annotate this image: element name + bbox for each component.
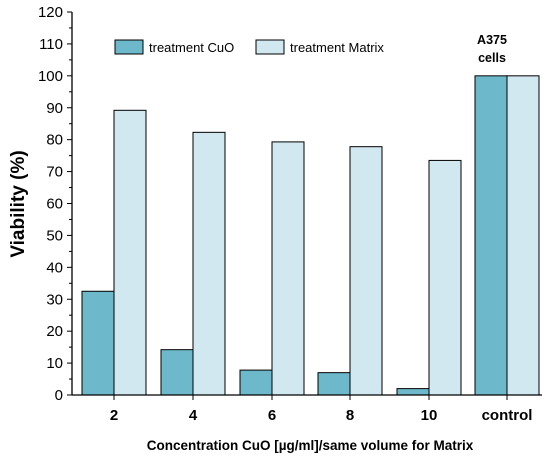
y-tick-label: 20 [46, 323, 63, 340]
legend: treatment CuO treatment Matrix [114, 39, 384, 55]
legend-label-cuo: treatment CuO [149, 40, 234, 55]
legend-swatch-matrix [255, 39, 285, 55]
bars [81, 75, 540, 396]
annotation: A375 cells [477, 33, 507, 65]
bar-cuo-2 [81, 290, 115, 396]
bar-matrix-6 [271, 141, 305, 396]
y-ticks: 0 10 20 30 40 50 60 70 80 90 100 110 120 [38, 4, 72, 404]
y-tick-label: 110 [39, 36, 63, 53]
y-tick-label: 40 [46, 259, 63, 276]
x-tick-label-control: control [482, 407, 533, 424]
x-tick-label-10: 10 [421, 407, 438, 424]
bar-matrix-2 [113, 109, 147, 396]
y-tick-label: 90 [46, 100, 63, 117]
x-tick-label-6: 6 [268, 407, 276, 424]
bar-cuo-4 [160, 349, 194, 396]
bar-cuo-control [474, 75, 508, 396]
bar-matrix-4 [192, 131, 226, 396]
legend-label-matrix: treatment Matrix [290, 40, 384, 55]
y-tick-label: 70 [46, 164, 63, 181]
bar-cuo-6 [239, 369, 273, 396]
x-ticks: 2 4 6 8 10 control [110, 395, 533, 424]
bar-matrix-8 [349, 146, 383, 396]
x-tick-label-4: 4 [189, 407, 198, 424]
y-tick-label: 80 [46, 132, 63, 149]
y-tick-label: 50 [46, 227, 63, 244]
bar-matrix-10 [428, 159, 462, 396]
annotation-line-1: A375 [477, 33, 507, 47]
x-tick-label-8: 8 [346, 407, 354, 424]
y-tick-label: 100 [38, 68, 63, 85]
x-tick-label-2: 2 [110, 407, 118, 424]
bar-cuo-8 [317, 372, 351, 396]
y-tick-label: 30 [46, 291, 63, 308]
bar-matrix-control [506, 75, 540, 396]
y-tick-label: 60 [46, 196, 63, 213]
y-axis-title: Viability (%) [8, 150, 29, 257]
legend-swatch-cuo [114, 39, 144, 55]
annotation-line-2: cells [478, 51, 506, 65]
y-tick-label: 0 [55, 387, 63, 404]
y-tick-label: 10 [46, 355, 63, 372]
bar-cuo-10 [396, 388, 430, 396]
x-axis-title: Concentration CuO [µg/ml]/same volume fo… [147, 438, 474, 453]
y-tick-label: 120 [38, 4, 63, 21]
